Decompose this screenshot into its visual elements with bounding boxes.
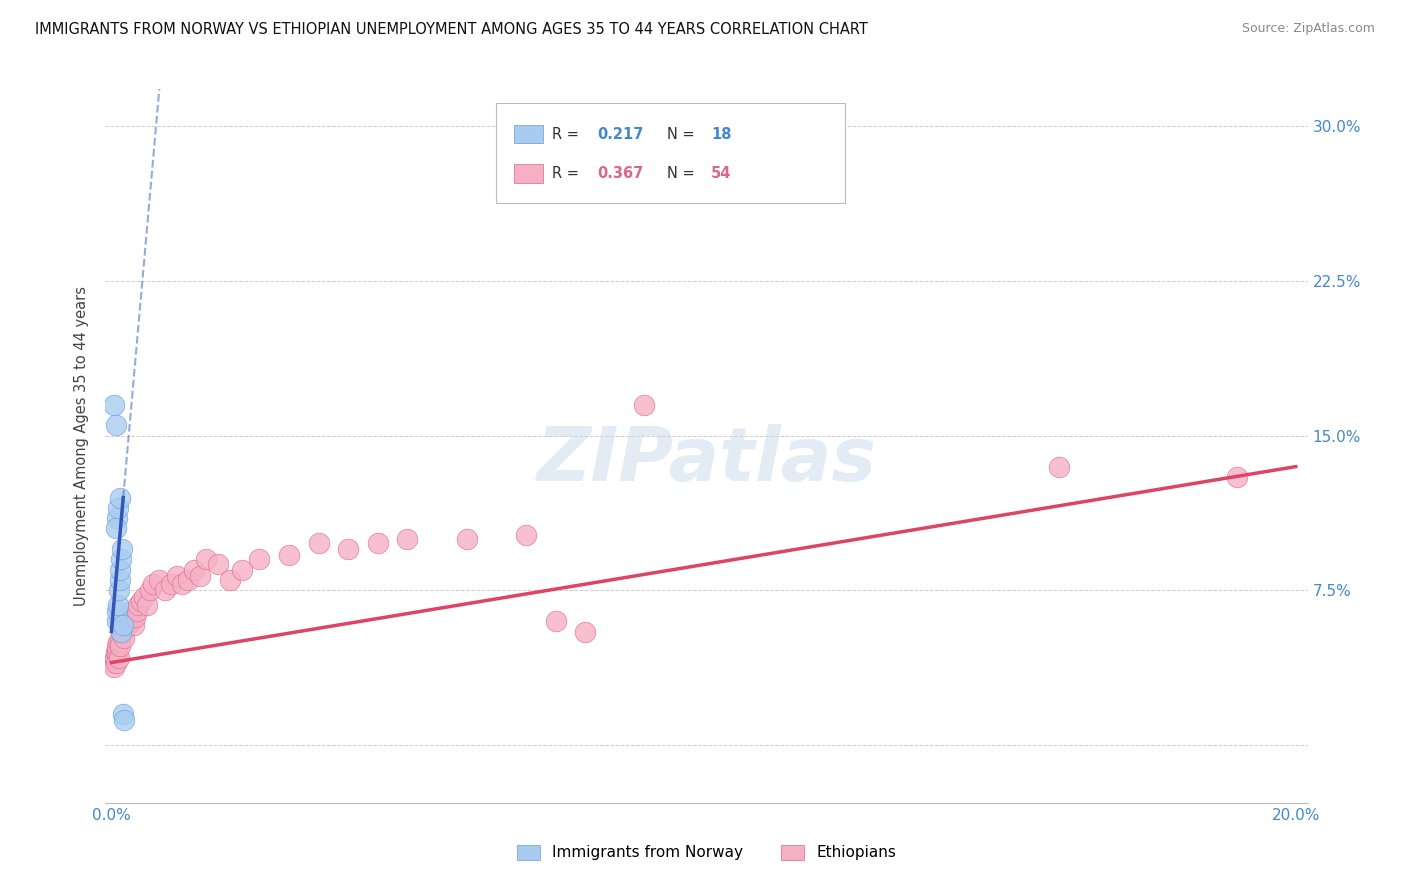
Point xyxy=(337,542,360,557)
Point xyxy=(132,590,155,604)
Text: N =: N = xyxy=(666,127,699,142)
Point xyxy=(142,577,165,591)
Point xyxy=(111,618,134,632)
Point xyxy=(515,527,537,541)
Point xyxy=(122,618,145,632)
Point xyxy=(108,583,131,598)
Legend: Immigrants from Norway, Ethiopians: Immigrants from Norway, Ethiopians xyxy=(510,838,903,866)
Point xyxy=(218,573,240,587)
Point xyxy=(135,598,157,612)
Point xyxy=(249,552,271,566)
Point xyxy=(117,618,139,632)
Point xyxy=(121,604,143,618)
Point xyxy=(127,598,149,612)
Point xyxy=(105,418,128,433)
Text: ZIPatlas: ZIPatlas xyxy=(537,424,876,497)
Point xyxy=(172,577,194,591)
Point xyxy=(456,532,478,546)
Point xyxy=(108,635,131,649)
Point xyxy=(104,651,127,665)
Point xyxy=(101,656,124,670)
Point xyxy=(177,573,200,587)
Point xyxy=(110,639,132,653)
Point xyxy=(110,552,132,566)
Point xyxy=(120,615,142,629)
Point xyxy=(112,707,135,722)
Point xyxy=(105,604,128,618)
Point xyxy=(103,398,125,412)
Text: 0.367: 0.367 xyxy=(598,166,643,181)
Point xyxy=(112,624,135,639)
Point xyxy=(148,573,170,587)
Point xyxy=(105,521,128,535)
Text: R =: R = xyxy=(553,166,583,181)
Point xyxy=(110,573,132,587)
Point xyxy=(574,624,596,639)
Point xyxy=(124,610,146,624)
Point xyxy=(367,536,389,550)
Text: 18: 18 xyxy=(711,127,731,142)
Point xyxy=(111,542,134,557)
Point xyxy=(105,615,128,629)
Point xyxy=(544,615,567,629)
Point xyxy=(108,651,131,665)
Point xyxy=(278,549,301,563)
Text: 54: 54 xyxy=(711,166,731,181)
Point xyxy=(183,563,205,577)
Point xyxy=(112,714,135,728)
Point xyxy=(110,563,132,577)
Point xyxy=(112,631,135,645)
Text: R =: R = xyxy=(553,127,583,142)
Point xyxy=(103,659,125,673)
Point xyxy=(107,635,129,649)
Text: N =: N = xyxy=(666,166,699,181)
Point xyxy=(129,593,152,607)
Point xyxy=(195,552,218,566)
Point xyxy=(110,624,132,639)
Point xyxy=(396,532,419,546)
Point xyxy=(1047,459,1070,474)
Point xyxy=(105,656,128,670)
Point xyxy=(107,500,129,515)
Point xyxy=(166,569,188,583)
Point xyxy=(207,557,229,571)
Point xyxy=(159,577,181,591)
Point xyxy=(107,598,129,612)
Point xyxy=(108,491,131,505)
Point xyxy=(105,645,128,659)
Point xyxy=(111,615,134,629)
Text: Source: ZipAtlas.com: Source: ZipAtlas.com xyxy=(1241,22,1375,36)
Point xyxy=(105,639,128,653)
Point xyxy=(110,624,132,639)
Point xyxy=(139,583,162,598)
Y-axis label: Unemployment Among Ages 35 to 44 years: Unemployment Among Ages 35 to 44 years xyxy=(75,286,90,606)
Point xyxy=(104,645,127,659)
Point xyxy=(105,511,128,525)
FancyBboxPatch shape xyxy=(496,103,845,203)
Point xyxy=(188,569,211,583)
Point xyxy=(153,583,176,598)
FancyBboxPatch shape xyxy=(515,125,543,144)
Point xyxy=(1225,470,1247,484)
Point xyxy=(633,398,655,412)
FancyBboxPatch shape xyxy=(515,164,543,183)
Point xyxy=(115,615,138,629)
Point xyxy=(118,610,141,624)
Point xyxy=(125,604,148,618)
Point xyxy=(308,536,330,550)
Point xyxy=(231,563,253,577)
Text: IMMIGRANTS FROM NORWAY VS ETHIOPIAN UNEMPLOYMENT AMONG AGES 35 TO 44 YEARS CORRE: IMMIGRANTS FROM NORWAY VS ETHIOPIAN UNEM… xyxy=(35,22,868,37)
Text: 0.217: 0.217 xyxy=(598,127,644,142)
